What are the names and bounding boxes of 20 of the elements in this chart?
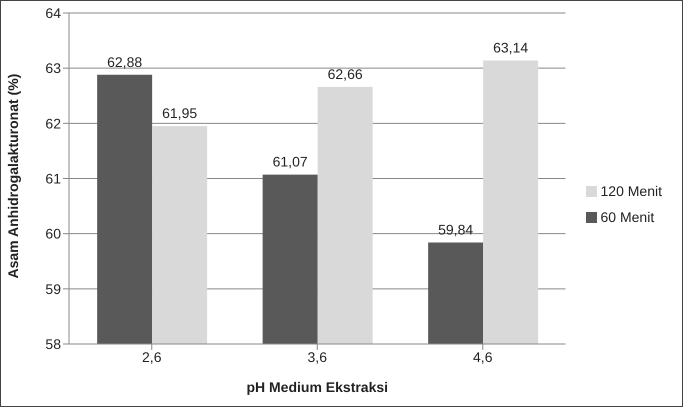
y-tick-label: 62 bbox=[45, 115, 62, 132]
y-tick-label: 59 bbox=[45, 280, 62, 297]
x-axis-title: pH Medium Ekstraksi bbox=[246, 379, 388, 395]
data-label: 59,84 bbox=[438, 221, 474, 238]
y-tick-label: 64 bbox=[45, 4, 62, 21]
data-label: 61,07 bbox=[272, 154, 308, 170]
data-label: 63,14 bbox=[493, 39, 528, 56]
data-label: 62,66 bbox=[328, 66, 363, 82]
x-tick-label: 4,6 bbox=[473, 348, 493, 365]
data-label: 61,95 bbox=[162, 105, 198, 122]
legend-label: 120 Menit bbox=[600, 182, 662, 198]
data-label: 62,88 bbox=[107, 54, 142, 70]
y-tick-label: 58 bbox=[45, 336, 62, 352]
y-tick-label: 60 bbox=[45, 226, 62, 242]
y-axis-title: Asam Anhidrogalakturonat (%) bbox=[4, 74, 21, 278]
legend-label: 60 Menit bbox=[600, 208, 654, 224]
x-tick-label: 3,6 bbox=[308, 348, 328, 365]
y-tick-label: 63 bbox=[45, 60, 62, 76]
x-tick-label: 2,6 bbox=[142, 348, 162, 365]
y-tick-label: 61 bbox=[45, 170, 62, 186]
